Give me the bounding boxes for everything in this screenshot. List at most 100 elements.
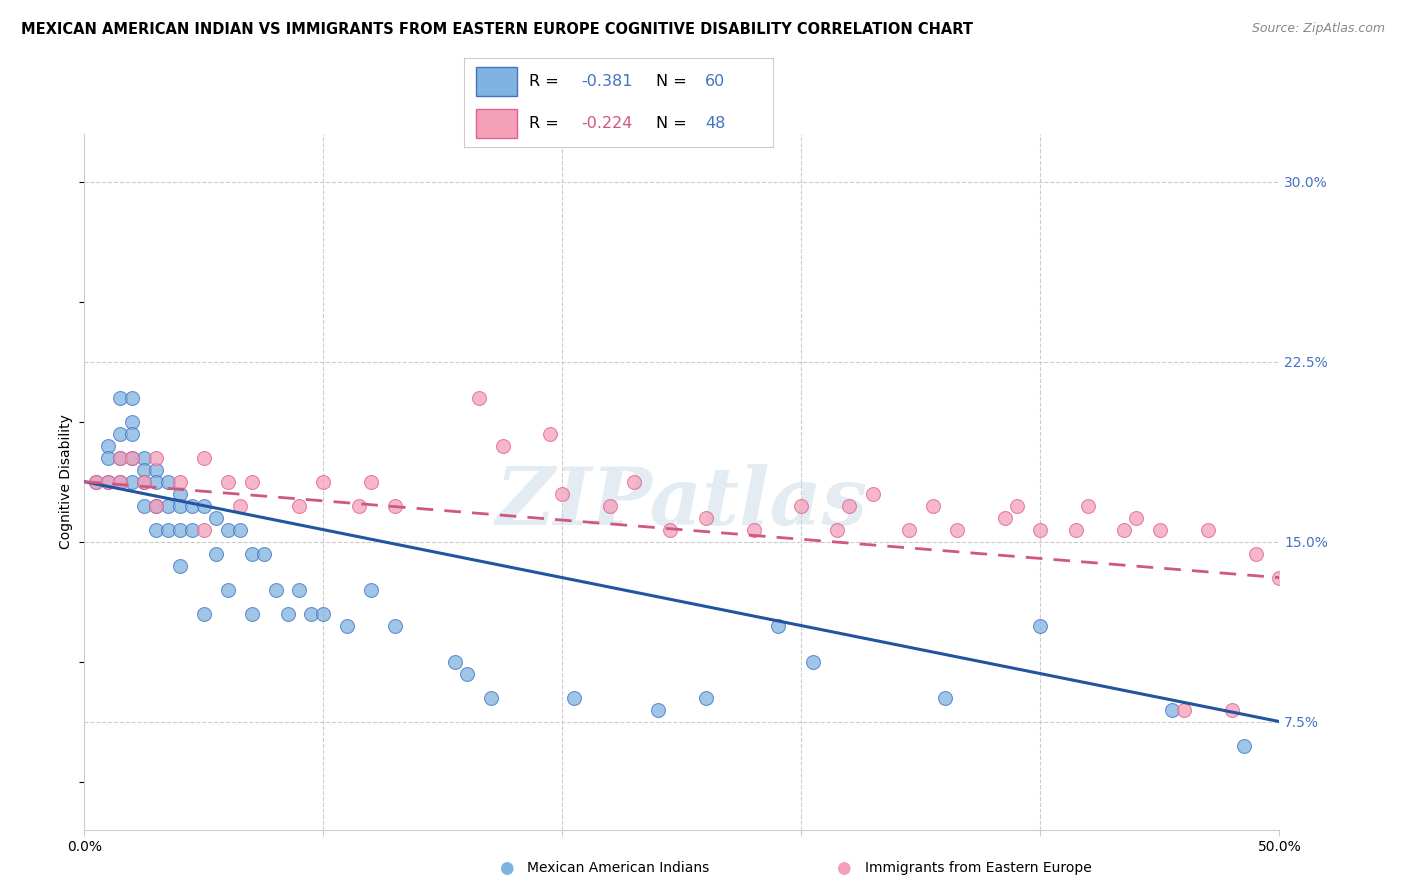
Point bbox=[145, 499, 167, 513]
Point bbox=[1029, 618, 1052, 632]
Point bbox=[169, 486, 191, 500]
Point bbox=[360, 582, 382, 597]
Point bbox=[934, 690, 956, 705]
Text: Source: ZipAtlas.com: Source: ZipAtlas.com bbox=[1251, 22, 1385, 36]
Point bbox=[647, 703, 669, 717]
Point bbox=[121, 450, 143, 465]
Point bbox=[217, 523, 239, 537]
Point bbox=[264, 582, 287, 597]
Point bbox=[110, 450, 132, 465]
Point bbox=[97, 475, 120, 489]
Point bbox=[145, 463, 167, 477]
Point bbox=[169, 499, 191, 513]
Point bbox=[132, 475, 156, 489]
Point bbox=[121, 426, 143, 441]
Text: R =: R = bbox=[529, 116, 564, 131]
Point bbox=[599, 499, 621, 513]
Point bbox=[1244, 547, 1267, 561]
Text: ●: ● bbox=[837, 859, 851, 877]
Point bbox=[695, 690, 717, 705]
Point bbox=[360, 475, 382, 489]
Point bbox=[562, 690, 585, 705]
Text: 48: 48 bbox=[706, 116, 725, 131]
Point bbox=[97, 439, 120, 453]
Point bbox=[110, 475, 132, 489]
Point bbox=[193, 450, 215, 465]
Point bbox=[384, 618, 406, 632]
Point bbox=[217, 475, 239, 489]
Point bbox=[97, 450, 120, 465]
Point bbox=[301, 607, 323, 621]
Point bbox=[169, 523, 191, 537]
Point bbox=[228, 499, 252, 513]
Point bbox=[1077, 499, 1099, 513]
Text: Immigrants from Eastern Europe: Immigrants from Eastern Europe bbox=[865, 861, 1091, 875]
Point bbox=[993, 510, 1015, 524]
Point bbox=[145, 499, 167, 513]
Point bbox=[1173, 703, 1195, 717]
Point bbox=[349, 499, 371, 513]
Text: R =: R = bbox=[529, 74, 564, 89]
Point bbox=[1160, 703, 1182, 717]
Point bbox=[240, 607, 263, 621]
Point bbox=[336, 618, 359, 632]
Point bbox=[145, 475, 167, 489]
Point bbox=[1005, 499, 1028, 513]
Point bbox=[623, 475, 645, 489]
Point bbox=[1066, 523, 1088, 537]
Point bbox=[121, 415, 143, 429]
Text: ZIPatlas: ZIPatlas bbox=[496, 464, 868, 541]
Point bbox=[1197, 523, 1219, 537]
Point bbox=[456, 666, 478, 681]
Point bbox=[825, 523, 848, 537]
Point bbox=[945, 523, 967, 537]
Point bbox=[288, 499, 311, 513]
Point bbox=[132, 463, 156, 477]
Point bbox=[86, 475, 108, 489]
Point bbox=[1149, 523, 1171, 537]
Text: 60: 60 bbox=[706, 74, 725, 89]
Point bbox=[1220, 703, 1243, 717]
Point bbox=[205, 547, 228, 561]
Point bbox=[145, 450, 167, 465]
Point bbox=[742, 523, 765, 537]
Point bbox=[1125, 510, 1147, 524]
Text: -0.381: -0.381 bbox=[582, 74, 633, 89]
Point bbox=[180, 499, 202, 513]
Point bbox=[240, 547, 263, 561]
Point bbox=[862, 486, 884, 500]
Point bbox=[132, 475, 156, 489]
Point bbox=[922, 499, 945, 513]
Point bbox=[312, 475, 335, 489]
Point bbox=[766, 618, 789, 632]
Text: ●: ● bbox=[499, 859, 513, 877]
Text: N =: N = bbox=[655, 74, 692, 89]
Point bbox=[695, 510, 717, 524]
Point bbox=[384, 499, 406, 513]
Point bbox=[492, 439, 515, 453]
Point bbox=[312, 607, 335, 621]
Point bbox=[253, 547, 276, 561]
Point bbox=[193, 607, 215, 621]
Point bbox=[1232, 739, 1256, 753]
Point bbox=[540, 426, 562, 441]
Point bbox=[277, 607, 299, 621]
Point bbox=[157, 523, 180, 537]
Point bbox=[110, 450, 132, 465]
Point bbox=[121, 391, 143, 405]
Point bbox=[97, 475, 120, 489]
Bar bbox=[477, 67, 516, 96]
Point bbox=[121, 450, 143, 465]
Point bbox=[157, 475, 180, 489]
Point bbox=[145, 523, 167, 537]
Point bbox=[1112, 523, 1135, 537]
Point bbox=[121, 475, 143, 489]
Text: -0.224: -0.224 bbox=[582, 116, 633, 131]
Point bbox=[132, 499, 156, 513]
Point bbox=[479, 690, 502, 705]
Point bbox=[228, 523, 252, 537]
Point bbox=[217, 582, 239, 597]
Point bbox=[288, 582, 311, 597]
Point bbox=[551, 486, 574, 500]
Point bbox=[86, 475, 108, 489]
